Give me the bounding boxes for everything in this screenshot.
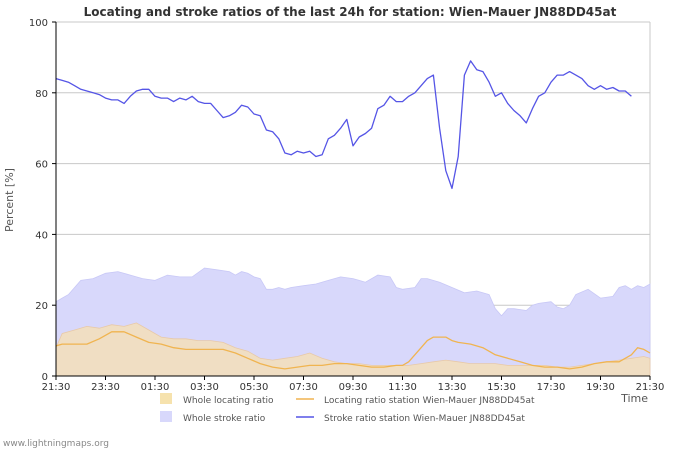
x-tick-label: 01:30 — [141, 382, 170, 393]
y-axis-label: Percent [%] — [3, 168, 16, 232]
data-areas — [55, 267, 651, 377]
x-tick-labels: 21:30 23:30 01:30 03:30 05:30 07:30 09:30 11:30… — [42, 376, 665, 393]
x-tick-label: 21:30 — [636, 382, 665, 393]
y-tick-label: 40 — [35, 230, 48, 241]
x-tick-label: 21:30 — [42, 382, 71, 393]
x-tick-label: 23:30 — [91, 382, 120, 393]
legend-swatch-whole-stroke — [160, 411, 172, 422]
legend-label-locating-station: Locating ratio station Wien-Mauer JN88DD… — [324, 396, 535, 406]
x-axis-label: Time — [620, 392, 648, 405]
legend: Whole locating ratio Locating ratio stat… — [160, 393, 535, 424]
y-tick-labels: 0 20 40 60 80 100 — [29, 18, 56, 383]
chart-title: Locating and stroke ratios of the last 2… — [84, 5, 617, 19]
y-tick-label: 0 — [42, 372, 48, 383]
legend-label-whole-locating: Whole locating ratio — [183, 396, 274, 406]
y-tick-label: 80 — [35, 89, 48, 100]
y-tick-label: 20 — [35, 301, 48, 312]
line-locating-station — [55, 331, 651, 370]
x-tick-label: 03:30 — [190, 382, 219, 393]
area-whole-locating — [55, 322, 651, 377]
legend-label-whole-stroke: Whole stroke ratio — [183, 414, 266, 424]
legend-swatch-whole-locating — [160, 393, 172, 404]
legend-label-stroke-station: Stroke ratio station Wien-Mauer JN88DD45… — [324, 414, 525, 424]
x-tick-label: 11:30 — [388, 382, 417, 393]
data-lines — [55, 60, 651, 370]
y-tick-label: 100 — [29, 18, 48, 29]
x-tick-label: 05:30 — [240, 382, 269, 393]
x-tick-label: 13:30 — [438, 382, 467, 393]
footer-credit[interactable]: www.lightningmaps.org — [3, 439, 109, 449]
x-tick-label: 07:30 — [289, 382, 318, 393]
y-tick-label: 60 — [35, 160, 48, 171]
line-stroke-station — [55, 60, 632, 190]
x-tick-label: 15:30 — [487, 382, 516, 393]
x-tick-label: 17:30 — [537, 382, 566, 393]
x-tick-label: 19:30 — [586, 382, 615, 393]
x-tick-label: 09:30 — [339, 382, 368, 393]
